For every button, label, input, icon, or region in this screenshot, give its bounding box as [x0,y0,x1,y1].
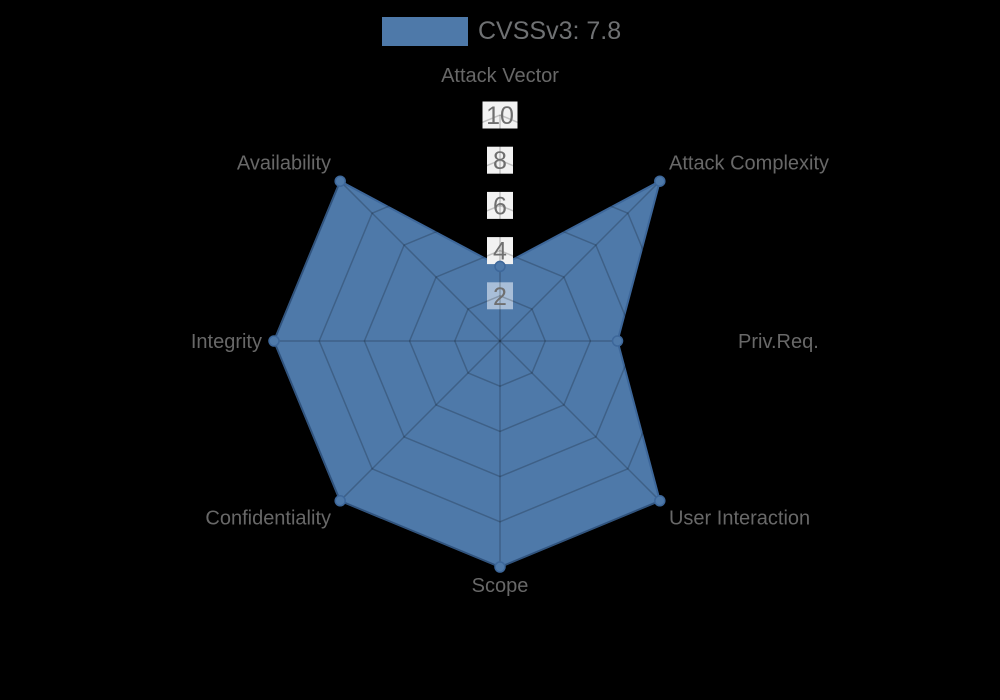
tick-box [487,282,513,310]
grid-ring [318,159,682,523]
axis-label-user-interaction: User Interaction [669,507,810,529]
axis-labels: Attack Vector Attack Complexity Priv.Req. U… [191,65,829,597]
data-point-marker [494,561,506,573]
tick-label: 4 [493,238,507,266]
tick-labels: 2 4 6 8 10 [486,102,514,311]
tick-label: 2 [493,283,507,311]
axis-label-integrity: Integrity [191,331,262,353]
data-point-marker [654,175,666,187]
axis-label-availability: Availability [237,153,331,175]
tick-boxes [482,101,518,310]
grid-spoke [339,340,501,502]
tick-label: 8 [493,147,507,175]
data-point-marker [334,175,346,187]
data-point-marker [494,260,506,273]
legend-swatch [382,17,468,46]
axis-label-attack-complexity: Attack Complexity [669,153,829,175]
axis-label-scope: Scope [472,575,529,597]
tick-box [487,191,513,219]
data-point-marker [611,335,624,347]
tick-label: 10 [486,102,514,130]
data-point-marker [268,335,280,347]
tick-box [487,146,513,174]
chart-legend: CVSSv3: 7.8 [382,17,621,46]
data-point-markers [268,175,666,573]
grid-spoke [499,180,661,342]
data-point-marker [654,495,666,507]
grid-ring [408,249,592,433]
data-point-marker [334,495,346,507]
axis-label-priv-req: Priv.Req. [738,331,819,353]
tick-box [487,237,513,265]
grid-spoke [499,340,661,502]
grid-ring [363,204,637,478]
tick-label: 6 [493,192,507,220]
radar-grid [273,114,727,568]
axis-label-confidentiality: Confidentiality [205,507,331,529]
legend-label: CVSSv3: 7.8 [478,17,622,45]
axis-label-attack-vector: Attack Vector [441,65,559,87]
grid-ring [453,294,547,388]
grid-spoke [339,180,501,342]
tick-box [482,101,518,129]
